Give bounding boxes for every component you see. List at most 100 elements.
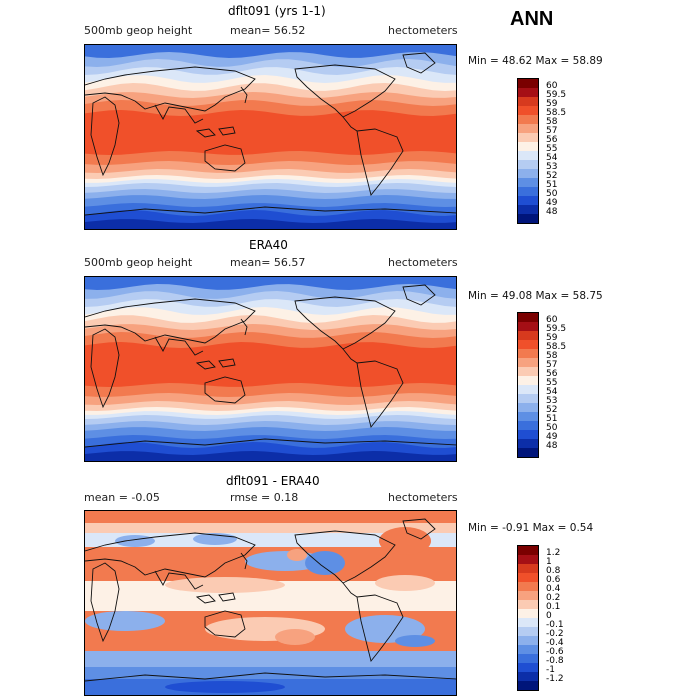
colorbar-tick-label: 0.2 [546,593,561,603]
panel-2-title: ERA40 [249,238,288,252]
colorbar-swatch [518,124,538,133]
colorbar-swatch [518,367,538,376]
colorbar-swatch [518,349,538,358]
colorbar-tick-label: 0 [546,611,552,621]
colorbar-swatch [518,385,538,394]
colorbar-tick-label: 53 [546,162,558,172]
colorbar-swatch [518,340,538,349]
colorbar-swatch [518,331,538,340]
colorbar-swatch [518,205,538,214]
colorbar-swatch [518,322,538,331]
season-label: ANN [510,8,554,30]
colorbar-tick-label: 49 [546,432,558,442]
colorbar-tick-label: 0.8 [546,566,561,576]
coastlines [85,518,456,682]
colorbar-tick-label: 48 [546,207,558,217]
map-canvas [85,277,456,461]
colorbar-tick-label: 0.4 [546,584,561,594]
colorbar-swatch [518,178,538,187]
panel-1-map [84,44,457,230]
anomaly-patch [375,575,435,591]
colorbar-tick-label: 59 [546,333,558,343]
colorbar-swatch [518,106,538,115]
colorbar-tick-label: 49 [546,198,558,208]
colorbar-tick-label: 50 [546,423,558,433]
colorbar-tick-label: 54 [546,153,558,163]
colorbar-swatch [518,555,538,564]
colorbar-swatch [518,591,538,600]
colorbar-tick-label: -0.4 [546,638,564,648]
colorbar-swatch [518,573,538,582]
colorbar-tick-label: 1 [546,557,552,567]
anomaly-patch [305,551,345,575]
colorbar-swatch [518,672,538,681]
colorbar-swatch [518,546,538,555]
colorbar-swatch [518,421,538,430]
panel-1-min-max: Min = 48.62 Max = 58.89 [468,55,603,67]
colorbar-swatch [518,133,538,142]
colorbar-swatch [518,313,538,322]
panel-2-min-max: Min = 49.08 Max = 58.75 [468,290,603,302]
panel-2-colorbar-labels: 60 59.5 59 58.5 58 57 56 55 54 53 52 51 50 49 48 [546,312,586,458]
panel-2-units-label: hectometers [388,256,458,269]
colorbar-tick-label: -0.1 [546,620,564,630]
colorbar-tick-label: 53 [546,396,558,406]
coastlines [85,284,456,448]
panel-3-map [84,510,457,696]
colorbar-tick-label: -0.2 [546,629,564,639]
anomaly-patch [85,611,165,631]
colorbar-tick-label: 1.2 [546,548,561,558]
colorbar-tick-label: -1 [546,665,555,675]
colorbar-tick-label: -0.6 [546,647,564,657]
colorbar-tick-label: 55 [546,144,558,154]
contour-band [85,533,456,547]
colorbar-tick-label: -1.2 [546,674,564,684]
colorbar-tick-label: 51 [546,414,558,424]
anomaly-patch [165,577,285,593]
coastlines [85,52,456,216]
panel-1-colorbar [517,78,539,224]
colorbar-tick-label: 58 [546,351,558,361]
panel-3-units-label: hectometers [388,491,458,504]
panel-1-colorbar-labels: 60 59.5 59 58.5 58 57 56 55 54 53 52 51 50 49 48 [546,78,586,224]
colorbar-tick-label: 54 [546,387,558,397]
panel-1-units-label: hectometers [388,24,458,37]
panel-2-map [84,276,457,462]
colorbar-tick-label: 60 [546,81,558,91]
colorbar-swatch [518,196,538,205]
contour-band [85,451,456,461]
colorbar-swatch [518,115,538,124]
colorbar-tick-label: 57 [546,360,558,370]
contour-band [85,219,456,229]
panel-2-variable-label: 500mb geop height [84,256,193,269]
colorbar-swatch [518,636,538,645]
colorbar-swatch [518,142,538,151]
colorbar-swatch [518,609,538,618]
colorbar-swatch [518,403,538,412]
colorbar-tick-label: 59.5 [546,324,567,334]
colorbar-swatch [518,654,538,663]
colorbar-swatch [518,645,538,654]
panel-1-variable-label: 500mb geop height [84,24,193,37]
anomaly-patch [115,535,155,547]
panel-2-mean-label: mean= 56.57 [230,256,306,269]
colorbar-swatch [518,214,538,223]
colorbar-swatch [518,169,538,178]
panel-3-min-max: Min = -0.91 Max = 0.54 [468,522,594,534]
colorbar-swatch [518,412,538,421]
colorbar-swatch [518,627,538,636]
colorbar-tick-label: 59 [546,99,558,109]
map-canvas [85,45,456,229]
contour-band [85,523,456,533]
panel-3-rmse-label: rmse = 0.18 [230,491,299,504]
panel-1-mean-label: mean= 56.52 [230,24,306,37]
anomaly-patch [165,681,285,693]
colorbar-swatch [518,582,538,591]
anomaly-patch [275,629,315,645]
panel-1-title: dflt091 (yrs 1-1) [228,4,326,18]
colorbar-tick-label: 59.5 [546,90,567,100]
colorbar-swatch [518,439,538,448]
colorbar-tick-label: 50 [546,189,558,199]
colorbar-swatch [518,681,538,690]
colorbar-swatch [518,663,538,672]
